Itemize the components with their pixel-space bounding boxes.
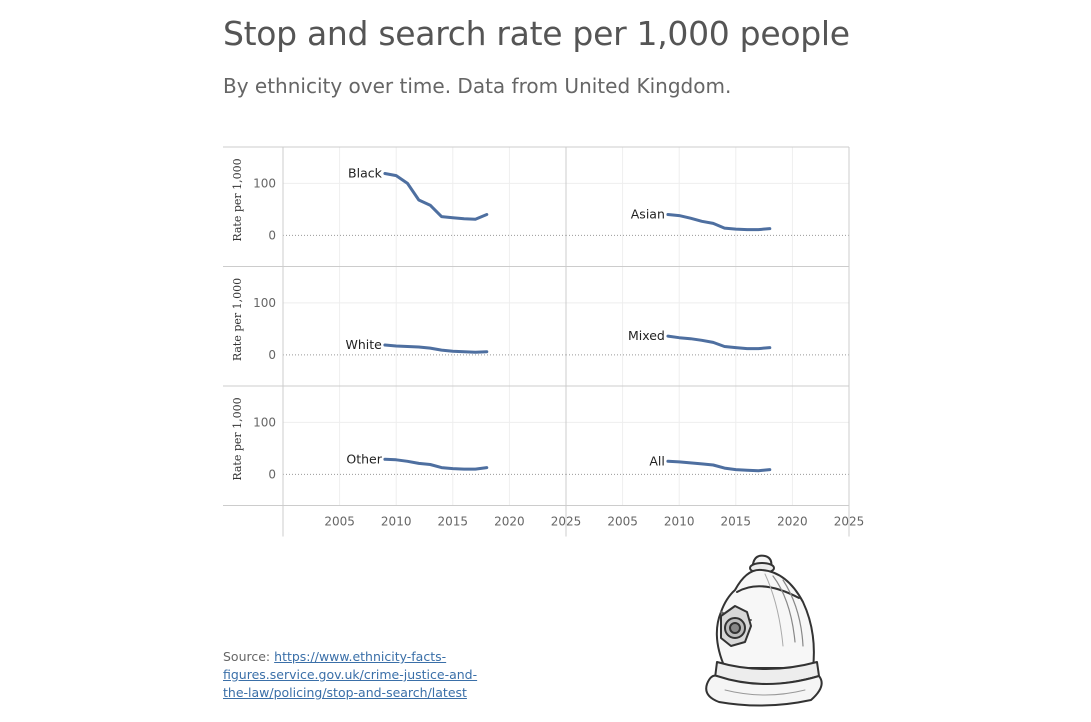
y-tick-label: 0 xyxy=(268,228,276,242)
x-tick-label: 2010 xyxy=(664,515,695,529)
y-tick-label: 100 xyxy=(253,176,276,190)
y-tick-label: 0 xyxy=(268,348,276,362)
y-tick-label: 100 xyxy=(253,296,276,310)
x-tick-label: 2015 xyxy=(438,515,469,529)
chart-subtitle: By ethnicity over time. Data from United… xyxy=(223,74,732,98)
series-label-all: All xyxy=(649,453,665,468)
y-axis-label: Rate per 1,000 xyxy=(231,158,244,241)
x-tick-label: 2010 xyxy=(381,515,412,529)
series-label-black: Black xyxy=(348,165,383,180)
source-note: Source: https://www.ethnicity-facts-figu… xyxy=(223,648,493,702)
x-tick-label: 2005 xyxy=(324,515,355,529)
series-label-white: White xyxy=(346,337,383,352)
y-tick-label: 100 xyxy=(253,415,276,429)
y-axis-label: Rate per 1,000 xyxy=(231,278,244,361)
series-line-black xyxy=(383,172,489,221)
y-tick-label: 0 xyxy=(268,467,276,481)
x-tick-label: 2015 xyxy=(721,515,752,529)
x-tick-label: 2025 xyxy=(551,515,582,529)
source-label: Source: xyxy=(223,649,271,664)
series-line-asian xyxy=(666,213,772,232)
series-line-all xyxy=(666,459,772,473)
series-label-mixed: Mixed xyxy=(628,328,665,343)
series-label-other: Other xyxy=(346,451,382,466)
series-line-other xyxy=(383,457,489,471)
series-label-asian: Asian xyxy=(631,207,665,222)
series-line-white xyxy=(383,343,489,354)
x-tick-label: 2005 xyxy=(607,515,638,529)
source-link[interactable]: https://www.ethnicity-facts-figures.serv… xyxy=(223,649,478,700)
x-tick-label: 2020 xyxy=(494,515,525,529)
police-helmet-icon xyxy=(705,554,823,707)
x-tick-label: 2020 xyxy=(777,515,808,529)
x-tick-label: 2025 xyxy=(834,515,865,529)
chart-title: Stop and search rate per 1,000 people xyxy=(223,14,850,53)
series-line-mixed xyxy=(666,334,772,351)
y-axis-label: Rate per 1,000 xyxy=(231,397,244,480)
